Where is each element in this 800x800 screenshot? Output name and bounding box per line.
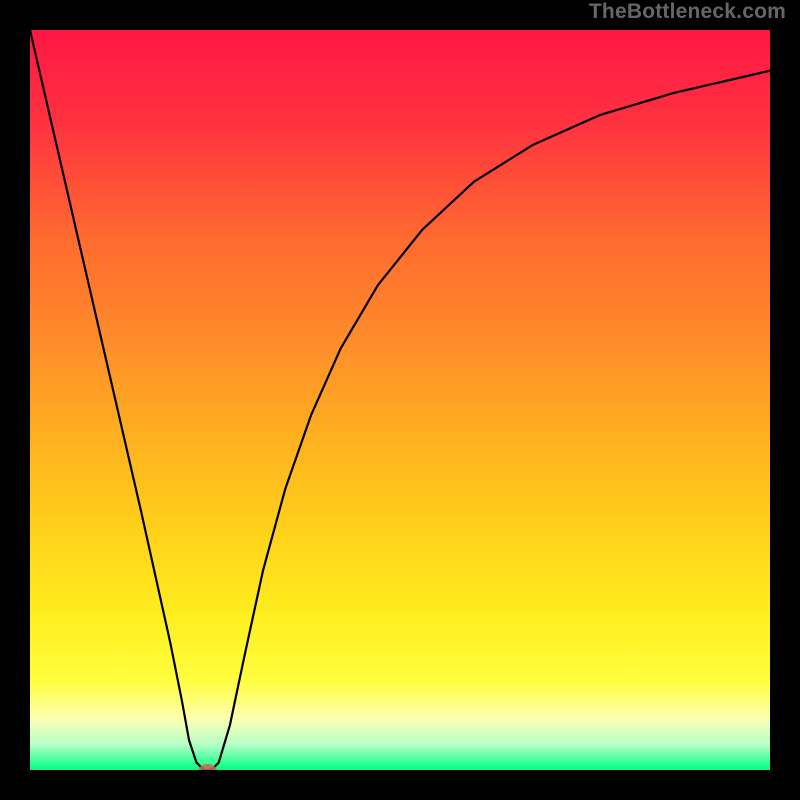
- chart-container: TheBottleneck.com: [0, 0, 800, 800]
- plot-area: [30, 30, 770, 770]
- watermark-text: TheBottleneck.com: [589, 0, 786, 24]
- chart-svg: [30, 30, 770, 770]
- gradient-background: [30, 30, 770, 770]
